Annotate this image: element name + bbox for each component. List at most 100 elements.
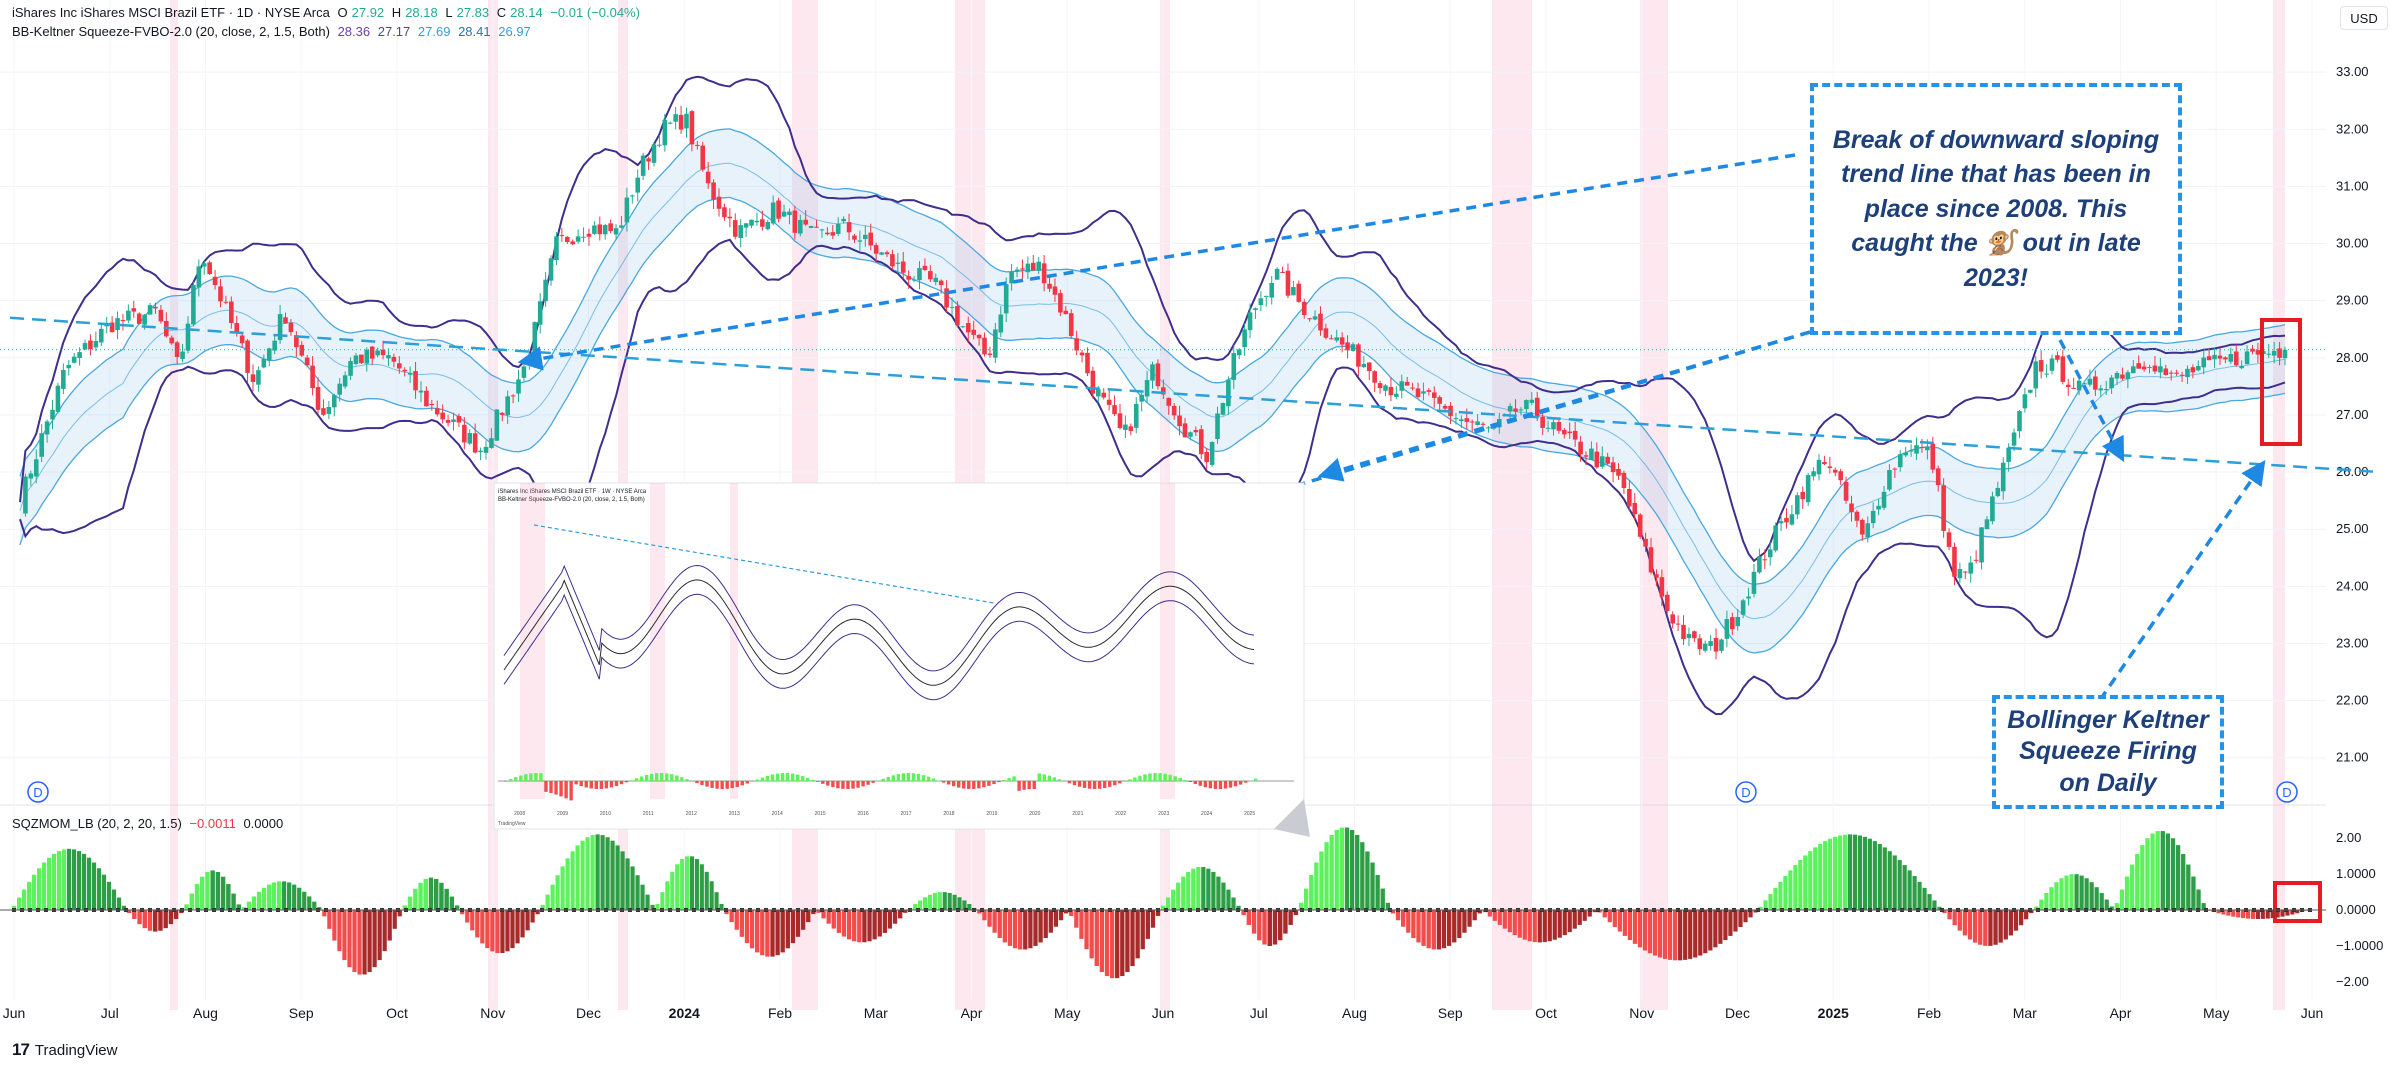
time-tick-8: Feb [768,1005,792,1021]
momentum-bar [953,895,957,910]
trendline-callout: Break of downward sloping trend line tha… [1810,83,2182,335]
change-value: −0.01 (−0.04%) [550,5,640,20]
candle-body [1210,442,1215,465]
inset-momentum-bar [1209,781,1212,788]
momentum-bar [590,835,594,910]
momentum-bar [495,910,499,953]
inset-weekly-chart: iShares Inc iShares MSCI Brazil ETF · 1W… [494,483,1310,837]
momentum-bar [1553,910,1557,940]
price-tick-7: 28.00 [2336,350,2369,365]
candle-body [1708,641,1713,646]
momentum-bar [998,910,1002,938]
candle-body [381,350,386,355]
candle-body [1562,430,1567,434]
inset-momentum-bar [1214,781,1217,789]
momentum-bar [1663,910,1667,959]
momentum-bar [1498,910,1502,925]
price-tick-1: 22.00 [2336,693,2369,708]
inset-momentum-bar [851,781,854,789]
momentum-bar [615,845,619,910]
candle-body [1800,492,1805,499]
momentum-bar [82,854,86,910]
candle-body [1806,475,1811,502]
candle-body [1947,532,1952,547]
momentum-bar [277,881,281,910]
candle-body [1053,287,1058,295]
candle-body [1188,432,1193,436]
momentum-bar [1658,910,1662,957]
candle-body [1990,496,1995,521]
candle-body [1589,449,1594,460]
inset-momentum-bar [695,781,698,783]
momentum-bar [610,841,614,910]
inset-momentum-bar [1033,781,1036,789]
inset-time-tick: 2018 [943,811,954,817]
inset-momentum-bar [912,773,915,781]
momentum-bar [2079,876,2083,910]
candle-body [2153,366,2158,372]
candle-body [2142,367,2147,370]
candle-body [646,158,651,161]
momentum-bar [1231,897,1235,910]
tradingview-brand[interactable]: 17 TradingView [12,1040,117,1060]
inset-momentum-bar [927,777,930,781]
time-tick-19: 2025 [1818,1005,1849,1021]
momentum-bar [1262,910,1266,945]
momentum-bar [337,910,341,951]
inset-momentum-bar [680,777,683,781]
inset-momentum-bar [1022,781,1025,790]
candle-body [207,262,212,274]
open-value: 27.92 [352,5,385,20]
momentum-bar [1743,910,1747,922]
price-tick-12: 33.00 [2336,64,2369,79]
momentum-bar [1648,910,1652,953]
candle-body [1844,482,1849,501]
momentum-bar [42,863,46,910]
inset-momentum-bar [660,773,663,781]
momentum-bar [1503,910,1507,929]
momentum-bar [1908,870,1912,910]
inset-momentum-bar [1244,781,1247,783]
candle-body [874,245,879,254]
candle-body [473,433,478,452]
inset-momentum-bar [1002,780,1005,781]
candle-body [1622,473,1627,488]
momentum-bar [801,910,805,930]
candle-body [2093,377,2098,390]
time-tick-5: Nov [480,1005,505,1021]
squeeze-callout: Bollinger Keltner Squeeze Firing on Dail… [1992,695,2224,809]
inset-squeeze-band [1160,483,1175,799]
currency-button[interactable]: USD [2340,6,2388,30]
momentum-bar [1548,910,1552,941]
inset-momentum-bar [1189,781,1192,782]
candle-body [1925,447,1930,450]
momentum-bar [67,849,71,910]
candle-body [619,225,624,227]
candle-body [1237,349,1242,355]
momentum-bar [1411,910,1415,938]
momentum-title: SQZMOM_LB (20, 2, 20, 1.5) [12,816,182,831]
momentum-bar [680,859,684,910]
momentum-bar [1268,910,1272,946]
inset-momentum-bar [605,781,608,788]
candle-body [1893,469,1898,470]
momentum-bar [1330,835,1334,910]
candle-body [993,329,998,357]
candle-body [939,281,944,285]
squeeze-band-0 [170,0,178,1010]
candle-body [782,212,787,217]
candle-body [1101,393,1106,398]
momentum-bar [2196,890,2200,910]
indicator-value-4: 28.41 [458,24,491,39]
momentum-bar [1563,910,1567,935]
momentum-bar [195,884,199,910]
candle-body [885,252,890,254]
inset-momentum-bar [1093,781,1096,789]
indicator-header: BB-Keltner Squeeze-FVBO-2.0 (20, close, … [12,24,535,39]
inset-time-tick: 2016 [858,811,869,817]
momentum-bar [1723,910,1727,940]
price-tick-2: 23.00 [2336,635,2369,650]
momentum-bar [1488,910,1492,917]
candle-body [912,280,917,281]
candle-body [131,308,136,311]
